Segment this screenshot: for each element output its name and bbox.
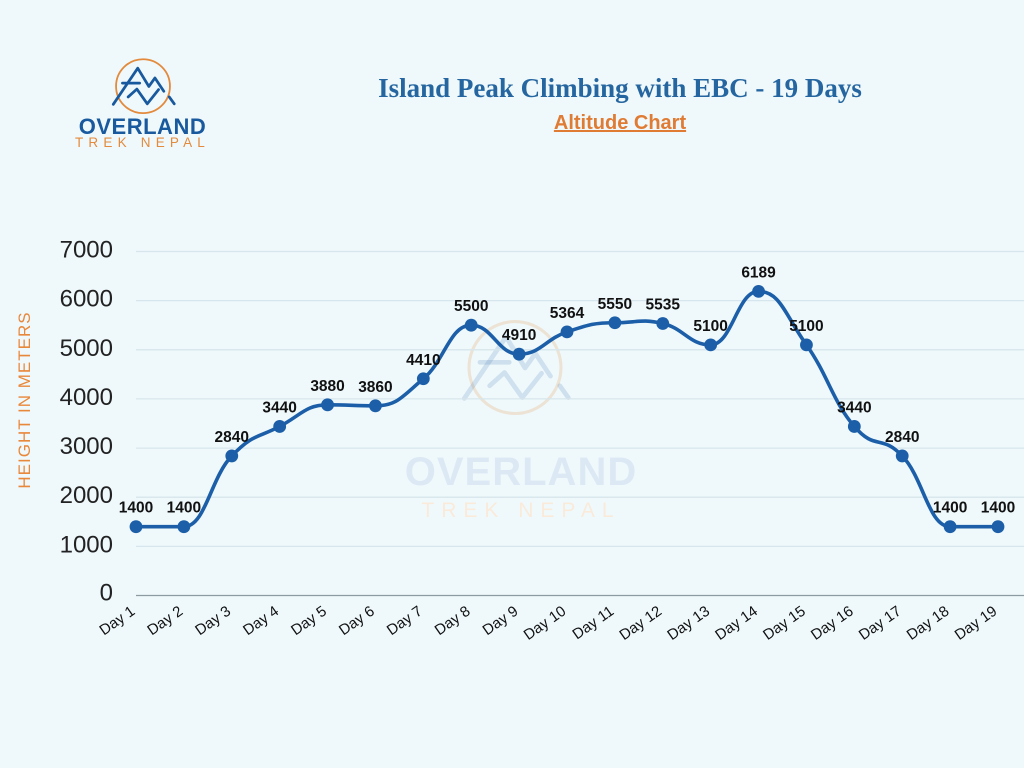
svg-text:Day 17: Day 17: [856, 603, 905, 644]
svg-text:5100: 5100: [789, 318, 823, 335]
svg-text:2840: 2840: [885, 429, 919, 446]
svg-text:Day 6: Day 6: [336, 603, 378, 639]
svg-text:Day 9: Day 9: [480, 603, 522, 639]
svg-text:6000: 6000: [60, 286, 113, 313]
svg-text:5100: 5100: [693, 318, 727, 335]
svg-text:Day 3: Day 3: [192, 603, 234, 639]
svg-text:Day 8: Day 8: [432, 603, 474, 639]
svg-text:Day 19: Day 19: [952, 603, 1001, 644]
svg-text:5000: 5000: [60, 335, 113, 362]
svg-text:Day 13: Day 13: [664, 603, 713, 644]
svg-text:Day 2: Day 2: [144, 603, 186, 639]
svg-text:6189: 6189: [741, 264, 776, 281]
svg-text:Day 7: Day 7: [384, 603, 426, 639]
svg-text:Day 1: Day 1: [96, 603, 138, 639]
svg-text:3000: 3000: [60, 433, 113, 460]
svg-text:1400: 1400: [119, 500, 153, 517]
svg-text:1400: 1400: [933, 500, 967, 517]
svg-text:3880: 3880: [310, 378, 344, 395]
svg-text:1000: 1000: [60, 531, 113, 558]
svg-text:1400: 1400: [167, 500, 201, 517]
svg-text:5364: 5364: [550, 305, 585, 322]
svg-text:5535: 5535: [646, 296, 681, 313]
svg-text:Day 16: Day 16: [808, 603, 857, 644]
svg-text:3860: 3860: [358, 379, 392, 396]
svg-text:Day 14: Day 14: [712, 603, 761, 644]
svg-text:5500: 5500: [454, 298, 488, 315]
svg-text:Day 18: Day 18: [904, 603, 953, 644]
svg-text:Day 5: Day 5: [288, 603, 330, 639]
svg-text:Day 15: Day 15: [760, 603, 809, 644]
svg-text:7000: 7000: [60, 237, 113, 264]
svg-text:Day 11: Day 11: [569, 603, 617, 644]
svg-text:Day 10: Day 10: [521, 603, 570, 644]
svg-text:4910: 4910: [502, 327, 536, 344]
svg-text:3440: 3440: [837, 399, 871, 416]
svg-text:4000: 4000: [60, 384, 113, 411]
svg-text:5550: 5550: [598, 296, 632, 313]
svg-text:Day 12: Day 12: [616, 603, 665, 644]
svg-text:3440: 3440: [262, 399, 296, 416]
svg-text:Day 4: Day 4: [240, 603, 282, 639]
svg-text:0: 0: [100, 580, 113, 607]
svg-text:2000: 2000: [60, 482, 113, 509]
svg-text:1400: 1400: [981, 500, 1015, 517]
svg-text:4410: 4410: [406, 352, 440, 369]
svg-text:2840: 2840: [215, 429, 249, 446]
